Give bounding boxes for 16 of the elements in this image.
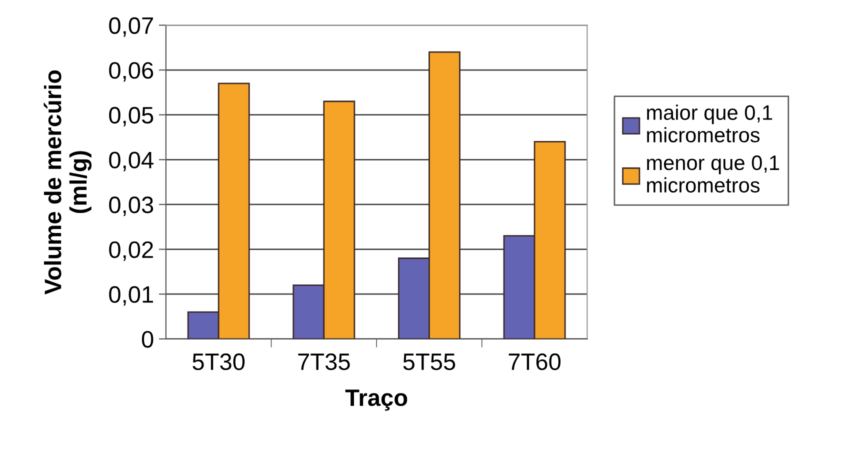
legend-label: maior que 0,1 micrometros	[647, 104, 772, 142]
x-axis-title: Traço	[345, 390, 408, 411]
y-tick-label: 0,03	[109, 196, 154, 216]
x-tick-label: 7T60	[508, 353, 561, 370]
y-tick-label: 0,04	[109, 152, 154, 172]
y-tick-label: 0,06	[109, 62, 154, 82]
y-tick-label: 0,02	[109, 241, 153, 261]
x-tick-label: 5T55	[403, 354, 456, 370]
y-tick-label: 0,07	[109, 17, 153, 37]
y-tick-label: 0,01	[109, 286, 153, 306]
legend-label: menor que 0,1 micrometros	[647, 155, 780, 193]
x-tick-label: 5T30	[192, 353, 245, 370]
y-tick-label: 0,05	[109, 106, 154, 126]
y-tick-label: 0	[142, 330, 154, 348]
x-tick-label: 7T35	[298, 353, 350, 370]
y-axis-title: Volume de mercúrio (ml/g)	[44, 70, 92, 295]
